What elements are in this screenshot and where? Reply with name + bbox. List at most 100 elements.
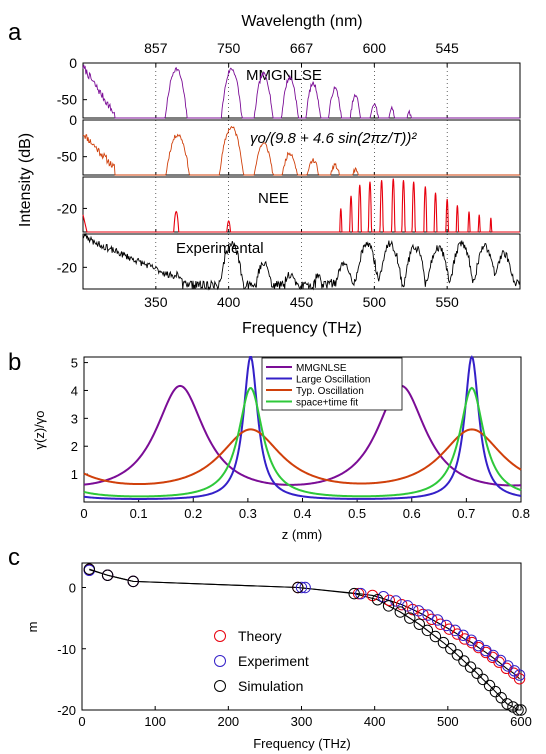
panel-c-ytick-label--10: -10: [57, 642, 76, 657]
panel-c-legend-label-experiment: Experiment: [238, 653, 309, 669]
panel-a-trace-oscillation: [82, 125, 520, 176]
panel-c-point-theory-22: [513, 673, 526, 685]
panel-c-point-simulation-12: [437, 636, 450, 649]
panel-b-ytick-label-2: 2: [71, 439, 78, 454]
panel-c-point-simulation-5: [371, 594, 384, 606]
panel-a-trace-experimental: [82, 232, 521, 291]
panel-a-xtick-label-400: 400: [217, 294, 241, 310]
panel-c-legend-label-theory: Theory: [238, 628, 282, 644]
panel-c-xtick-label-500: 500: [437, 714, 459, 729]
panel-c-point-simulation-21: [495, 692, 507, 704]
panel-c-ytick-label-0: 0: [69, 581, 76, 596]
panel-c-ytick-label--20: -20: [57, 703, 76, 718]
panel-c-point-simulation-9: [413, 618, 425, 630]
panel-c-xtick-label-0: 0: [78, 714, 85, 729]
panel-c-legend-marker-experiment: [214, 655, 226, 667]
panel-b-x-axis-title: z (mm): [282, 527, 322, 542]
panel-a-xtick-label-350: 350: [144, 294, 168, 310]
panel-c-point-experiment-4: [299, 581, 311, 594]
panel-c-point-experiment-3: [295, 581, 308, 594]
panel-c-point-simulation-17: [471, 667, 483, 679]
panel-c-point-simulation-0: [83, 563, 96, 575]
panel-c-point-simulation-20: [489, 685, 502, 698]
panel-c-x-axis-title: Frequency (THz): [253, 736, 351, 751]
panel-c-point-simulation-22: [501, 698, 513, 710]
panel-a-ytick-label-nee--20: -20: [57, 200, 77, 216]
panel-a-label-mmgnlse: MMGNLSE: [246, 67, 322, 84]
panel-a-xtick-label-450: 450: [290, 294, 314, 310]
panel-a-ytick-label-oscillation--50: -50: [57, 149, 77, 165]
panel-c-point-experiment-6: [377, 590, 390, 603]
panel-b-xtick-label-0.6: 0.6: [403, 506, 421, 521]
panel-c-point-simulation-1: [101, 569, 114, 581]
panel-c-point-simulation-13: [445, 643, 457, 655]
panel-c-point-experiment-12: [440, 619, 453, 632]
panel-b-series-large-oscillation: [83, 355, 522, 500]
panel-a-top-tick-label-667: 667: [290, 40, 314, 56]
panel-c-point-theory-10: [426, 613, 438, 626]
panel-b-ytick-label-5: 5: [71, 356, 78, 371]
panel-c-point-simulation-7: [394, 606, 406, 618]
panel-b-series-typ-oscillation: [83, 428, 522, 486]
panel-c-point-simulation-11: [429, 630, 442, 643]
panel-b-xtick-label-0.8: 0.8: [512, 506, 530, 521]
panel-b-legend-label-2: Typ. Oscillation: [296, 386, 364, 397]
panel-c-point-simulation-25: [515, 704, 527, 716]
panel-c-point-theory-7: [396, 598, 408, 611]
panel-a: 857 750 667 600 545 0 -50 0 -50 -20 -20 350 400 450 50…: [57, 40, 521, 310]
panel-c-point-experiment-9: [412, 605, 425, 617]
panel-b-xtick-label-0.1: 0.1: [130, 506, 148, 521]
panel-a-xtick-label-550: 550: [435, 294, 459, 310]
panel-c-point-simulation-3: [292, 581, 304, 594]
panel-c-point-simulation-4: [348, 587, 360, 600]
panel-a-label-oscillation: γo/(9.8 + 4.6 sin(2πz/T))²: [250, 130, 417, 147]
panel-c-point-simulation-10: [421, 624, 434, 637]
panel-a-xtick-label-500: 500: [363, 294, 387, 310]
panel-c: 0 100 200 300 400 500 600 0 -10 -20 Theory Experime…: [57, 562, 532, 729]
panel-b: 0 0.1 0.2 0.3 0.4 0.5 0.6 0.7 0.8 1 2 3 4 5 MMGNLSELar…: [71, 355, 530, 521]
panel-a-trace-mmgnlse: [82, 64, 520, 119]
panel-c-legend-label-simulation: Simulation: [238, 678, 303, 694]
panel-b-series-space-time-fit: [83, 386, 522, 498]
panel-a-label-nee: NEE: [258, 190, 289, 207]
panel-c-point-experiment-10: [422, 609, 434, 621]
panel-c-point-theory-9: [417, 608, 429, 621]
panel-a-top-tick-label-600: 600: [363, 40, 387, 56]
panel-c-xtick-label-600: 600: [510, 714, 532, 729]
panel-c-legend-marker-simulation: [214, 680, 226, 692]
panel-a-ytick-label-experimental--20: -20: [57, 259, 77, 275]
panel-c-point-simulation-15: [458, 655, 470, 667]
panel-b-legend-label-0: MMGNLSE: [296, 363, 347, 374]
panel-c-point-simulation-8: [404, 612, 416, 624]
panel-a-ytick-label-oscillation-0: 0: [69, 112, 77, 128]
panel-c-point-simulation-18: [477, 673, 489, 686]
panel-b-y-axis-title: γ(z)/γo: [32, 411, 47, 450]
panel-c-point-simulation-6: [382, 600, 395, 612]
panel-b-xtick-label-0.2: 0.2: [184, 506, 202, 521]
panel-c-point-experiment-22: [513, 669, 526, 681]
panel-a-top-tick-label-545: 545: [435, 40, 459, 56]
panel-a-label-experimental: Experimental: [176, 240, 264, 257]
panel-c-point-simulation-19: [483, 679, 496, 692]
panel-c-xtick-label-400: 400: [364, 714, 386, 729]
panel-b-legend-label-1: Large Oscillation: [296, 375, 370, 386]
panel-c-point-experiment-15: [465, 634, 477, 646]
panel-a-y-axis-title: Intensity (dB): [17, 133, 34, 227]
panel-letter-b: b: [8, 349, 21, 376]
panel-c-point-experiment-5: [355, 587, 367, 600]
panel-a-ytick-label-mmgnlse-0: 0: [69, 55, 77, 71]
panel-c-point-experiment-11: [431, 614, 444, 626]
panel-a-x-axis-title: Frequency (THz): [242, 320, 362, 337]
panel-a-top-tick-label-750: 750: [217, 40, 241, 56]
panel-b-xtick-label-0.5: 0.5: [348, 506, 366, 521]
panel-b-series-mmgnlse: [83, 384, 522, 487]
panel-b-xtick-label-0.4: 0.4: [293, 506, 311, 521]
panel-letter-a: a: [8, 19, 22, 46]
panel-b-xtick-label-0: 0: [80, 506, 87, 521]
panel-a-top-axis-title: Wavelength (nm): [241, 13, 362, 30]
panel-c-xtick-label-100: 100: [144, 714, 166, 729]
panel-c-xtick-label-200: 200: [217, 714, 239, 729]
panel-c-y-axis-title: m: [25, 622, 40, 633]
panel-b-ytick-label-1: 1: [71, 467, 78, 482]
panel-c-point-simulation-24: [512, 704, 524, 716]
